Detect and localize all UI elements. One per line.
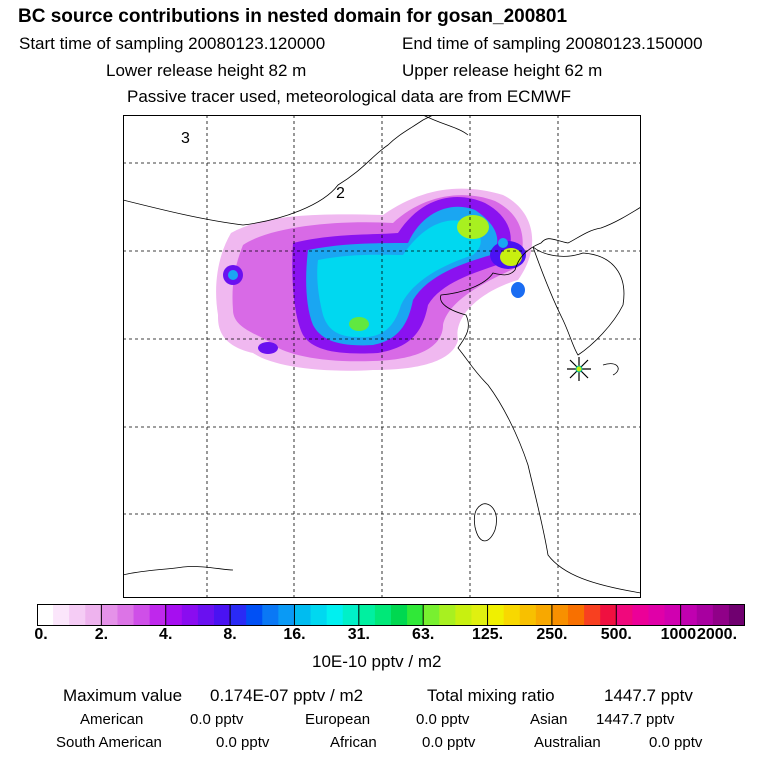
colorbar-tick-label: 31. xyxy=(347,626,370,643)
star-marker-icon xyxy=(567,357,591,381)
lower-release-label: Lower release height 82 m xyxy=(106,61,307,80)
tracer-note: Passive tracer used, meteorological data… xyxy=(127,87,572,106)
colorbar-cell xyxy=(101,604,119,626)
colorbar-tick-label: 4. xyxy=(159,626,173,643)
colorbar-tick-label: 16. xyxy=(283,626,306,643)
colorbar-cell xyxy=(712,604,730,626)
colorbar-cell xyxy=(85,604,102,626)
colorbar-cell xyxy=(584,604,601,626)
graticule xyxy=(123,115,641,598)
end-time-label: End time of sampling 20080123.150000 xyxy=(402,34,703,53)
colorbar-cell xyxy=(503,604,521,626)
region-american-value: 0.0 pptv xyxy=(190,711,244,728)
upper-release-label: Upper release height 62 m xyxy=(402,61,603,80)
max-value-label: Maximum value xyxy=(63,686,183,705)
colorbar-cell xyxy=(600,604,617,626)
colorbar-cell xyxy=(278,604,296,626)
colorbar-cell xyxy=(181,604,199,626)
max-value: 0.174E-07 pptv / m2 xyxy=(210,686,364,705)
colorbar-cell xyxy=(374,604,392,626)
colorbar-cell xyxy=(680,604,698,626)
colorbar-tick-label: 63. xyxy=(412,626,435,643)
colorbar-unit: 10E-10 pptv / m2 xyxy=(312,652,442,671)
colorbar-cell xyxy=(310,604,328,626)
colorbar-cell xyxy=(294,604,312,626)
colorbar-cell xyxy=(165,604,183,626)
colorbar-cell xyxy=(519,604,537,626)
colorbar-tick-label: 125. xyxy=(471,626,504,643)
colorbar-tick-label: 0. xyxy=(34,626,48,643)
colorbar-cell xyxy=(728,604,745,626)
start-time-label: Start time of sampling 20080123.120000 xyxy=(19,34,326,53)
colorbar-cell xyxy=(197,604,215,626)
coastlines xyxy=(123,115,641,594)
region-australian-value: 0.0 pptv xyxy=(649,734,703,751)
plot-title: BC source contributions in nested domain… xyxy=(18,6,568,27)
colorbar-cell xyxy=(648,604,666,626)
colorbar-cell xyxy=(568,604,585,626)
colorbar-tick-label: 250. xyxy=(536,626,568,643)
colorbar-cell xyxy=(696,604,714,626)
colorbar-cell xyxy=(358,604,376,626)
colorbar-cell xyxy=(326,604,344,626)
colorbar xyxy=(37,604,745,626)
contribution-field xyxy=(216,188,533,371)
region-african-value: 0.0 pptv xyxy=(422,734,476,751)
colorbar-cell xyxy=(342,604,360,626)
colorbar-cell xyxy=(230,604,247,626)
colorbar-cell xyxy=(133,604,151,626)
map-panel: 3 2 xyxy=(123,115,641,598)
colorbar-cell xyxy=(664,604,682,626)
colorbar-cell xyxy=(535,604,553,626)
region-asian-value: 1447.7 pptv xyxy=(596,711,675,728)
colorbar-tick-label: 2000. xyxy=(696,626,738,643)
colorbar-cell xyxy=(551,604,569,626)
region-australian-label: Australian xyxy=(534,734,601,751)
colorbar-cell xyxy=(407,604,424,626)
colorbar-cell xyxy=(37,604,54,626)
map-label-3: 3 xyxy=(181,130,190,147)
colorbar-cell xyxy=(439,604,456,626)
region-african-label: African xyxy=(330,734,377,751)
colorbar-tick-label: 2. xyxy=(94,626,109,643)
colorbar-cell xyxy=(471,604,489,626)
region-asian-label: Asian xyxy=(530,711,568,728)
colorbar-tick-label: 8. xyxy=(223,626,237,643)
colorbar-cell xyxy=(53,604,70,626)
colorbar-cell xyxy=(455,604,473,626)
colorbar-tick-label: 1000. xyxy=(660,626,701,643)
colorbar-cell xyxy=(262,604,279,626)
region-american-label: American xyxy=(80,711,144,728)
colorbar-cell xyxy=(632,604,650,626)
colorbar-cell xyxy=(117,604,135,626)
colorbar-cell xyxy=(423,604,440,626)
total-mixing-value: 1447.7 pptv xyxy=(604,686,693,705)
colorbar-tick-label: 500. xyxy=(600,626,632,643)
region-south-american-label: South American xyxy=(56,734,162,751)
colorbar-cell xyxy=(616,604,633,626)
total-mixing-label: Total mixing ratio xyxy=(427,686,555,705)
colorbar-cell xyxy=(149,604,167,626)
region-south-american-value: 0.0 pptv xyxy=(216,734,270,751)
region-european-label: European xyxy=(305,711,371,728)
colorbar-cell xyxy=(214,604,231,626)
colorbar-cell xyxy=(391,604,408,626)
colorbar-cell xyxy=(69,604,86,626)
region-european-value: 0.0 pptv xyxy=(416,711,470,728)
map-label-2: 2 xyxy=(336,185,345,202)
colorbar-cell xyxy=(487,604,505,626)
colorbar-cell xyxy=(246,604,263,626)
